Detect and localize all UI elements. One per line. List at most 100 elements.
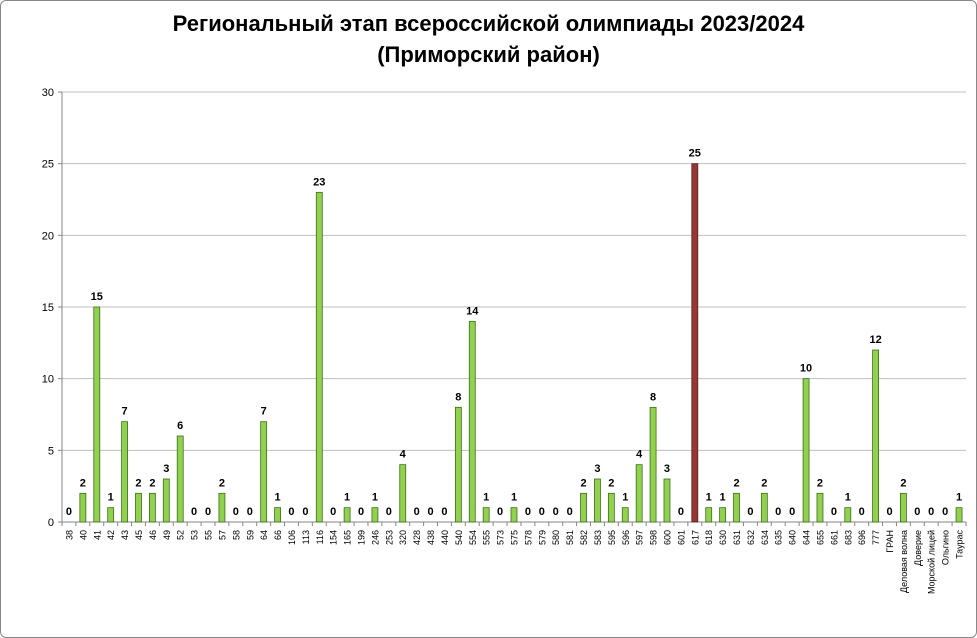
category-label: 46	[148, 530, 158, 540]
bar	[705, 507, 713, 523]
bar	[955, 507, 963, 523]
category-label: 598	[649, 530, 659, 545]
data-label: 2	[608, 477, 614, 489]
data-label: 10	[800, 363, 812, 375]
data-label: 0	[775, 506, 781, 518]
bar	[594, 478, 601, 523]
category-label: Морской лицей	[927, 530, 937, 594]
data-label: 0	[386, 506, 392, 518]
bar	[872, 349, 879, 523]
data-label: 4	[636, 449, 643, 461]
bar	[148, 492, 156, 523]
category-label: Ольгино	[941, 530, 951, 565]
bar	[162, 478, 170, 523]
data-label: 2	[761, 477, 767, 489]
category-label: 578	[523, 530, 533, 545]
bar	[315, 191, 323, 523]
category-label: 696	[857, 530, 867, 545]
category-label: 253	[384, 530, 394, 545]
bar	[607, 492, 615, 523]
chart-title-line-2: (Приморский район)	[377, 42, 600, 67]
data-label: 0	[302, 506, 308, 518]
category-label: ГРАН	[885, 530, 895, 553]
category-label: 113	[301, 530, 311, 544]
category-label: 777	[871, 530, 881, 545]
category-label: 43	[120, 530, 130, 540]
bar	[176, 435, 184, 523]
data-label: 0	[942, 506, 948, 518]
bar	[218, 492, 226, 523]
category-label: 246	[370, 530, 380, 545]
category-label: 683	[843, 530, 853, 545]
data-label: 1	[372, 492, 378, 504]
category-label: 554	[468, 530, 478, 545]
category-label: 640	[788, 530, 798, 545]
category-label: 106	[287, 530, 297, 545]
data-label: 0	[789, 506, 795, 518]
data-label: 3	[163, 463, 169, 475]
data-label: 0	[414, 506, 420, 518]
data-label: 0	[497, 506, 503, 518]
category-label: 154	[329, 530, 339, 545]
category-label: 581	[565, 530, 575, 545]
y-tick-label: 10	[42, 374, 54, 386]
bar	[719, 507, 727, 523]
bar	[343, 507, 351, 523]
category-label: 165	[343, 530, 353, 545]
bar	[663, 478, 671, 523]
data-label: 2	[135, 477, 141, 489]
category-label: 632	[746, 530, 756, 545]
category-label: 575	[510, 530, 520, 545]
category-label: 618	[704, 530, 714, 545]
category-label: 597	[635, 530, 645, 545]
data-label: 14	[466, 305, 479, 317]
bar	[93, 306, 101, 523]
data-label: 6	[177, 420, 183, 432]
bar	[135, 492, 142, 523]
category-label: 55	[204, 530, 214, 540]
category-label: 635	[774, 530, 784, 545]
data-label: 0	[233, 506, 239, 518]
bar	[371, 507, 379, 523]
data-label: 1	[344, 492, 350, 504]
data-label: 0	[859, 506, 865, 518]
data-label: 2	[149, 477, 155, 489]
data-label: 1	[845, 492, 851, 504]
category-label: 66	[273, 530, 283, 540]
data-label: 0	[553, 506, 559, 518]
data-label: 8	[650, 391, 656, 403]
category-label: 58	[231, 530, 241, 540]
data-label: 0	[191, 506, 197, 518]
y-tick-label: 20	[42, 230, 54, 242]
category-label: 42	[106, 530, 116, 540]
category-label: 555	[482, 530, 492, 545]
category-label: 583	[593, 530, 603, 545]
data-label: 0	[678, 506, 684, 518]
category-label: 573	[496, 530, 506, 545]
chart-title: Региональный этап всероссийской олимпиад…	[0, 8, 977, 70]
bar	[691, 163, 699, 523]
data-label: 7	[261, 406, 267, 418]
y-tick-label: 15	[42, 302, 54, 314]
data-label: 1	[511, 492, 517, 504]
data-label: 15	[91, 291, 103, 303]
bar	[399, 464, 407, 523]
y-tick-label: 0	[48, 517, 54, 529]
category-label: 52	[176, 530, 186, 540]
data-label: 0	[539, 506, 545, 518]
category-label: 38	[64, 530, 74, 540]
data-label: 0	[567, 506, 573, 518]
data-label: 7	[122, 406, 128, 418]
data-label: 2	[219, 477, 225, 489]
data-label: 3	[594, 463, 600, 475]
category-label: 631	[732, 530, 742, 545]
bar	[649, 406, 657, 523]
category-label: 41	[92, 530, 102, 540]
bar	[816, 492, 824, 523]
data-label: 2	[900, 477, 906, 489]
y-tick-label: 30	[42, 87, 54, 99]
y-tick-label: 25	[42, 159, 54, 171]
category-label: 45	[134, 530, 144, 540]
